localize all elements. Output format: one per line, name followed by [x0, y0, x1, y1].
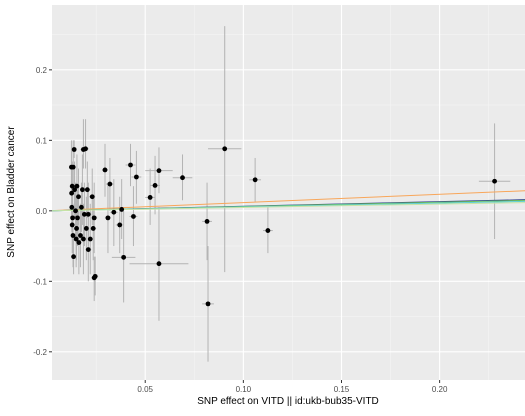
data-point	[128, 162, 133, 168]
data-point	[117, 222, 123, 228]
x-tick-label: 0.10	[236, 385, 252, 394]
y-tick-label: 0.1	[36, 136, 48, 145]
mr-fit-lines	[51, 190, 525, 212]
data-point	[73, 208, 78, 214]
data-point	[102, 167, 108, 173]
data-point	[74, 226, 79, 231]
data-point	[265, 228, 271, 233]
x-tick-label: 0.20	[432, 385, 448, 394]
data-point	[156, 261, 162, 267]
data-point	[69, 183, 75, 189]
data-point	[78, 233, 83, 238]
data-point	[75, 215, 80, 221]
data-point	[79, 204, 84, 210]
data-point	[70, 215, 76, 221]
data-point	[83, 226, 89, 231]
y-tick-label: -0.2	[33, 348, 47, 357]
x-tick-label: 0.05	[137, 385, 153, 394]
data-point	[80, 187, 85, 193]
data-point	[133, 174, 139, 180]
data-point	[71, 254, 76, 260]
data-point	[71, 147, 77, 152]
data-point	[89, 194, 95, 200]
data-point	[69, 190, 75, 196]
data-point	[87, 236, 93, 242]
data-point	[72, 187, 77, 193]
y-tick-label: -0.1	[33, 277, 47, 286]
major-gridlines	[52, 5, 525, 380]
data-point	[205, 301, 211, 307]
data-point	[156, 168, 162, 174]
data-point	[76, 194, 81, 200]
data-point	[90, 226, 96, 231]
data-point	[107, 181, 113, 187]
x-tick-label: 0.15	[334, 385, 350, 394]
data-point	[105, 215, 111, 221]
data-point	[92, 273, 98, 279]
data-point	[152, 183, 158, 188]
data-point	[81, 211, 87, 217]
data-point	[76, 240, 82, 245]
data-point	[73, 236, 79, 242]
data-point	[147, 195, 153, 200]
data-point	[119, 207, 125, 212]
data-point	[69, 204, 75, 210]
mr-fit-line	[51, 202, 525, 212]
data-point	[74, 183, 80, 189]
data-point	[492, 178, 497, 184]
y-tick-label: 0.2	[36, 66, 48, 75]
mr-fit-line	[51, 190, 525, 212]
data-point	[131, 214, 136, 219]
data-point	[204, 219, 210, 224]
x-axis-title: SNP effect on VITD || id:ukb-bub35-VITD	[197, 396, 379, 407]
data-point	[83, 146, 88, 152]
data-point	[252, 177, 258, 183]
data-point	[121, 254, 127, 260]
data-point	[70, 233, 76, 238]
data-points	[69, 146, 497, 307]
x-axis-ticks: 0.05 0.10 0.15 0.20	[137, 380, 448, 394]
data-point	[85, 211, 91, 217]
y-axis-title: SNP effect on Bladder cancer	[6, 126, 17, 258]
data-point	[84, 187, 90, 193]
y-axis-ticks: -0.2 -0.1 0.0 0.1 0.2	[33, 66, 52, 357]
data-point	[180, 175, 185, 181]
plot-panel	[52, 5, 525, 380]
data-point	[69, 222, 75, 228]
data-point	[70, 164, 76, 170]
data-point	[91, 215, 97, 221]
data-point	[81, 236, 86, 242]
data-point	[85, 247, 91, 252]
data-point	[111, 209, 117, 215]
data-point	[222, 146, 228, 152]
y-tick-label: 0.0	[36, 207, 48, 216]
